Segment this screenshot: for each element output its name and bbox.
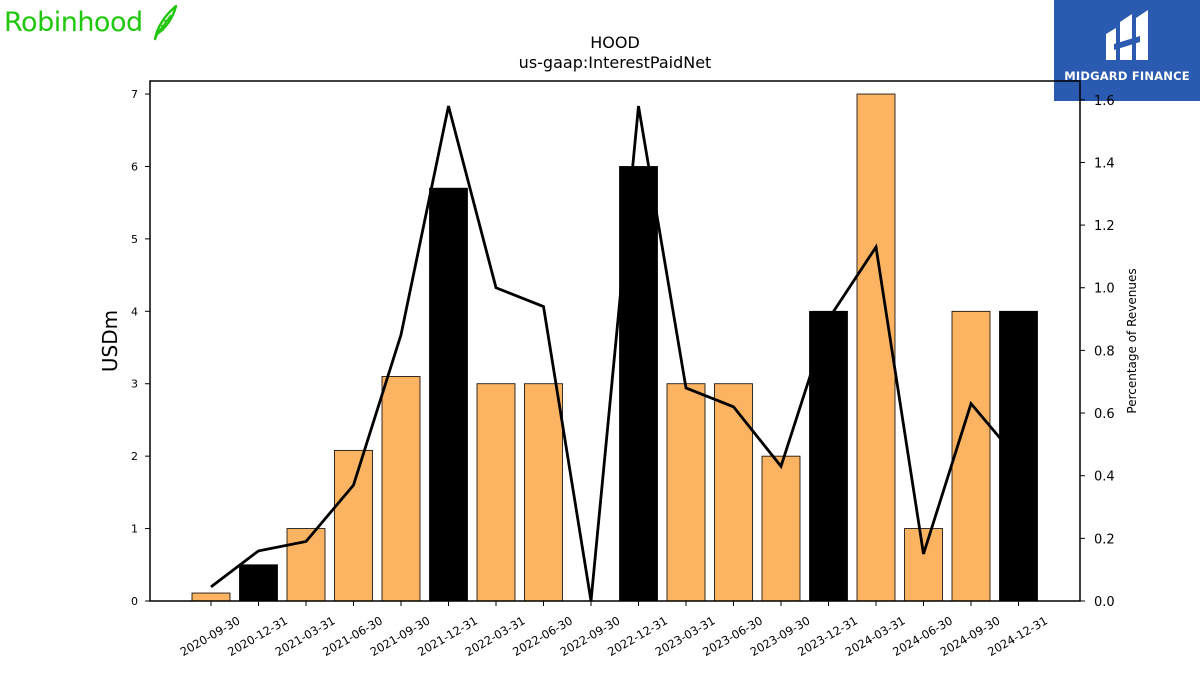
- bar-2024-12-31: [999, 310, 1038, 602]
- feather-icon: [153, 4, 177, 41]
- plot-frame: [149, 80, 1081, 602]
- y2-tick-label-1.2: 1.2: [1094, 219, 1115, 234]
- midgard-finance-logo: MIDGARD FINANCE: [1054, 0, 1200, 101]
- bar-2024-03-31: [856, 93, 896, 602]
- y2-axis-label: Percentage of Revenues: [1125, 268, 1139, 413]
- bar-2023-12-31: [809, 310, 848, 602]
- bar-2021-06-30: [334, 449, 373, 602]
- bar-2020-12-31: [239, 564, 278, 602]
- chart-subtitle: us-gaap:InterestPaidNet: [519, 53, 712, 72]
- y-axis-label: USDm: [98, 310, 122, 372]
- y2-tick-label-1.0: 1.0: [1094, 282, 1115, 297]
- bar-group: [191, 93, 1038, 602]
- y-axis-left: 0 1 2 3 4 5 6 7: [131, 88, 150, 608]
- robinhood-wordmark: Robinhood: [4, 6, 143, 38]
- y2-tick-label-1.6: 1.6: [1094, 94, 1115, 109]
- bar-2022-03-31: [476, 383, 516, 602]
- y-tick-label-2: 2: [131, 450, 138, 463]
- y2-tick-label-0.6: 0.6: [1094, 407, 1115, 422]
- y2-tick-label-0.8: 0.8: [1094, 344, 1115, 359]
- bar-2024-06-30: [904, 528, 943, 602]
- y2-tick-label-0.0: 0.0: [1094, 595, 1115, 610]
- robinhood-logo: Robinhood: [4, 2, 179, 42]
- bar-2021-09-30: [381, 376, 421, 602]
- line-layer: [210, 105, 1020, 602]
- x-axis: 2020-09-302020-12-312021-03-312021-06-30…: [178, 601, 1050, 659]
- y-tick-label-6: 6: [131, 160, 138, 173]
- y-tick-label-1: 1: [131, 523, 138, 536]
- bar-2022-06-30: [524, 383, 563, 602]
- bar-2024-09-30: [951, 310, 991, 602]
- midgard-emblem-icon: [1106, 10, 1148, 60]
- y-tick-label-3: 3: [131, 378, 138, 391]
- revenue-percentage-line: [210, 105, 1020, 602]
- bar-2023-09-30: [761, 455, 801, 602]
- y-tick-label-7: 7: [131, 88, 138, 101]
- chart-title: HOOD: [590, 33, 640, 52]
- y-tick-label-0: 0: [131, 595, 138, 608]
- bar-2023-06-30: [714, 383, 753, 602]
- y2-tick-label-0.4: 0.4: [1094, 470, 1115, 485]
- y-tick-label-5: 5: [131, 233, 138, 246]
- y-tick-label-4: 4: [131, 305, 138, 318]
- bar-2023-03-31: [666, 383, 706, 602]
- y2-tick-label-0.2: 0.2: [1094, 532, 1115, 547]
- bar-2021-12-31: [429, 187, 468, 602]
- bar-2020-09-30: [191, 592, 231, 602]
- midgard-finance-wordmark: MIDGARD FINANCE: [1064, 69, 1190, 83]
- y2-tick-label-1.4: 1.4: [1094, 156, 1115, 171]
- y-axis-right: 0.0 0.2 0.4 0.6 0.8 1.0 1.2 1.4 1.6: [1080, 94, 1115, 610]
